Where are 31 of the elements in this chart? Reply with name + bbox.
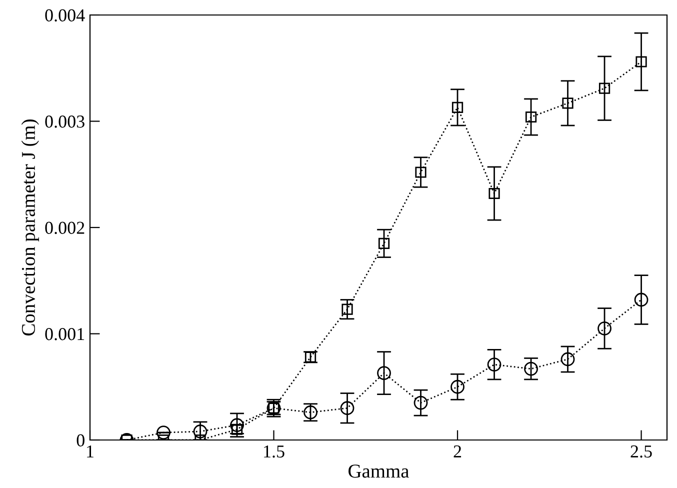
y-tick-label: 0.002 — [45, 222, 84, 234]
point — [340, 401, 354, 416]
point — [524, 362, 538, 376]
point — [414, 396, 428, 410]
x-tick-label: 2 — [454, 445, 462, 458]
point — [636, 56, 647, 68]
point — [415, 166, 426, 178]
point — [598, 321, 612, 336]
x-tick-label: 1.5 — [264, 445, 284, 458]
point — [156, 426, 170, 440]
point — [452, 102, 464, 113]
y-axis-title: Convection parameter J (m) — [21, 120, 39, 336]
x-axis-title: Gamma — [348, 464, 410, 478]
point — [450, 380, 464, 394]
point — [525, 111, 537, 123]
point — [342, 304, 353, 315]
point — [377, 366, 391, 380]
point — [193, 424, 208, 438]
point — [598, 82, 610, 94]
point — [378, 238, 390, 249]
y-tick-label: 0.001 — [45, 328, 84, 340]
y-tick-label: 0.003 — [45, 116, 84, 128]
point — [487, 358, 502, 372]
point — [560, 352, 575, 366]
y-tick-label: 0 — [76, 434, 84, 446]
point — [562, 98, 574, 109]
y-tick-label: 0.004 — [45, 9, 85, 22]
x-tick-label: 2.5 — [630, 445, 652, 458]
point — [634, 292, 648, 307]
point — [488, 188, 500, 200]
x-tick-label: 1 — [87, 445, 94, 458]
